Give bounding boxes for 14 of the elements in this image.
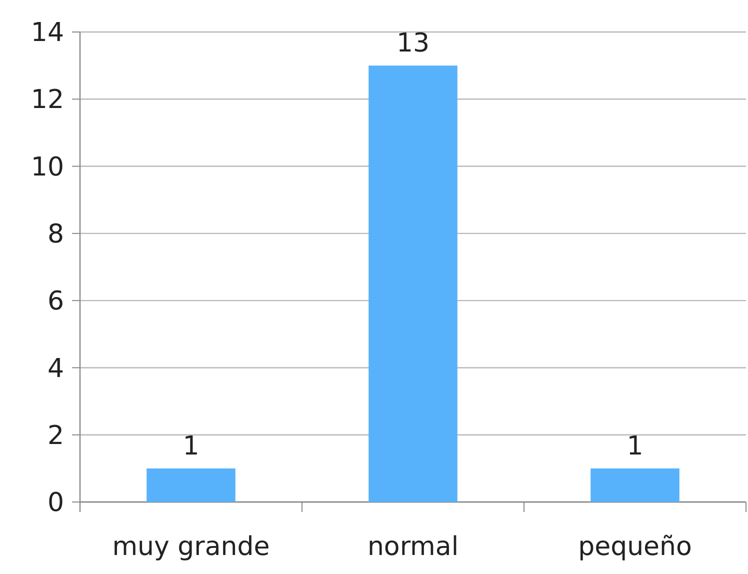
y-tick-label: 4 xyxy=(47,354,64,384)
y-tick-label: 8 xyxy=(47,220,64,250)
data-label: 13 xyxy=(396,28,430,59)
y-tick-label: 2 xyxy=(47,420,64,451)
x-tick-label: pequeño xyxy=(578,532,692,562)
y-tick-label: 6 xyxy=(47,286,64,317)
x-tick-label: normal xyxy=(367,532,459,562)
data-label: 1 xyxy=(626,431,644,462)
y-tick-label: 0 xyxy=(47,488,64,518)
data-label: 1 xyxy=(182,431,200,462)
y-tick-label: 12 xyxy=(30,85,64,116)
x-tick-label: muy grande xyxy=(112,532,270,562)
y-tick-label: 10 xyxy=(30,152,64,182)
y-tick-label: 14 xyxy=(30,18,64,48)
